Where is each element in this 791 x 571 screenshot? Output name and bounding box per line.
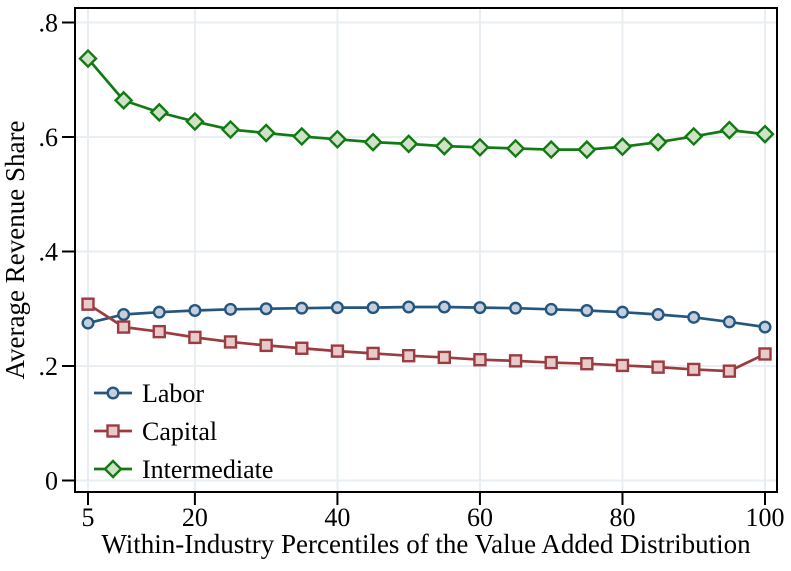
marker-intermediate bbox=[149, 102, 169, 123]
x-tick-label: 60 bbox=[467, 503, 493, 532]
data-series bbox=[78, 48, 775, 378]
marker-labor bbox=[722, 315, 736, 329]
marker-capital bbox=[437, 350, 452, 365]
marker-labor bbox=[117, 307, 131, 321]
marker-labor bbox=[259, 302, 273, 316]
marker-capital bbox=[116, 320, 131, 334]
marker-labor bbox=[509, 301, 523, 315]
marker-capital bbox=[366, 346, 380, 361]
marker-intermediate bbox=[292, 126, 312, 147]
marker-capital bbox=[81, 297, 95, 311]
marker-capital bbox=[651, 360, 665, 374]
marker-capital bbox=[615, 358, 630, 373]
marker-labor bbox=[81, 316, 95, 330]
axis-ticks: 5 20 40 60 80 100 0 .2 .4 .6 .8 bbox=[39, 9, 785, 533]
marker-intermediate bbox=[541, 139, 561, 160]
marker-intermediate bbox=[363, 132, 383, 152]
legend-label-capital: Capital bbox=[142, 417, 217, 446]
marker-labor bbox=[580, 303, 594, 317]
marker-labor bbox=[473, 301, 487, 315]
marker-capital bbox=[401, 348, 416, 363]
y-axis-title: Average Revenue Share bbox=[0, 121, 30, 380]
marker-labor bbox=[615, 305, 629, 319]
marker-intermediate bbox=[113, 90, 134, 111]
marker-capital bbox=[508, 354, 523, 368]
legend-label-intermediate: Intermediate bbox=[142, 455, 273, 484]
marker-labor bbox=[295, 301, 309, 315]
marker-labor bbox=[402, 300, 416, 314]
marker-capital bbox=[473, 353, 487, 367]
x-tick-label: 40 bbox=[324, 503, 350, 532]
x-axis-title: Within-Industry Percentiles of the Value… bbox=[101, 529, 751, 559]
marker-capital bbox=[687, 362, 701, 377]
y-tick-label: .4 bbox=[39, 238, 59, 267]
x-tick-label: 100 bbox=[746, 503, 785, 532]
legend-marker-capital bbox=[106, 424, 120, 438]
series-line-intermediate bbox=[86, 57, 766, 151]
marker-capital bbox=[223, 335, 238, 349]
legend-item-capital: Capital bbox=[94, 417, 217, 446]
marker-labor bbox=[188, 303, 202, 317]
marker-labor bbox=[224, 302, 238, 316]
legend-label-labor: Labor bbox=[142, 379, 204, 408]
legend-marker-intermediate bbox=[103, 459, 123, 479]
marker-intermediate bbox=[185, 111, 205, 132]
legend-marker-labor bbox=[106, 386, 120, 400]
marker-labor bbox=[544, 302, 558, 316]
marker-intermediate bbox=[612, 137, 633, 157]
marker-intermediate bbox=[505, 138, 526, 159]
marker-capital bbox=[295, 341, 309, 355]
marker-intermediate bbox=[78, 48, 98, 69]
y-tick-label: .8 bbox=[39, 9, 59, 38]
y-tick-label: .2 bbox=[39, 352, 59, 381]
marker-intermediate bbox=[755, 124, 775, 144]
marker-capital bbox=[259, 338, 273, 353]
marker-capital bbox=[580, 357, 594, 371]
marker-capital bbox=[722, 364, 737, 378]
marker-intermediate bbox=[684, 126, 704, 147]
marker-intermediate bbox=[719, 120, 740, 140]
marker-labor bbox=[437, 300, 451, 314]
x-tick-label: 20 bbox=[182, 503, 208, 532]
marker-capital bbox=[188, 330, 202, 345]
marker-intermediate bbox=[327, 129, 348, 149]
plot-border bbox=[74, 7, 778, 493]
marker-capital bbox=[758, 347, 772, 361]
marker-labor bbox=[366, 301, 380, 315]
legend-item-intermediate: Intermediate bbox=[94, 455, 273, 484]
marker-intermediate bbox=[648, 132, 668, 152]
marker-labor bbox=[758, 320, 772, 334]
marker-capital bbox=[152, 324, 166, 339]
marker-intermediate bbox=[220, 119, 241, 140]
marker-intermediate bbox=[256, 123, 276, 143]
marker-labor bbox=[687, 310, 701, 324]
marker-labor bbox=[651, 307, 665, 321]
marker-capital bbox=[330, 344, 345, 358]
y-tick-label: .6 bbox=[39, 123, 59, 152]
marker-intermediate bbox=[577, 139, 597, 160]
marker-intermediate bbox=[434, 136, 455, 156]
marker-labor bbox=[152, 305, 166, 319]
marker-labor bbox=[330, 301, 344, 315]
marker-intermediate bbox=[398, 134, 419, 154]
marker-intermediate bbox=[470, 137, 490, 158]
legend-item-labor: Labor bbox=[94, 379, 204, 408]
x-tick-label: 5 bbox=[82, 503, 95, 532]
legend: Labor Capital Intermediate bbox=[94, 379, 273, 484]
marker-capital bbox=[544, 355, 558, 370]
y-tick-label: 0 bbox=[45, 467, 58, 496]
x-tick-label: 80 bbox=[609, 503, 635, 532]
